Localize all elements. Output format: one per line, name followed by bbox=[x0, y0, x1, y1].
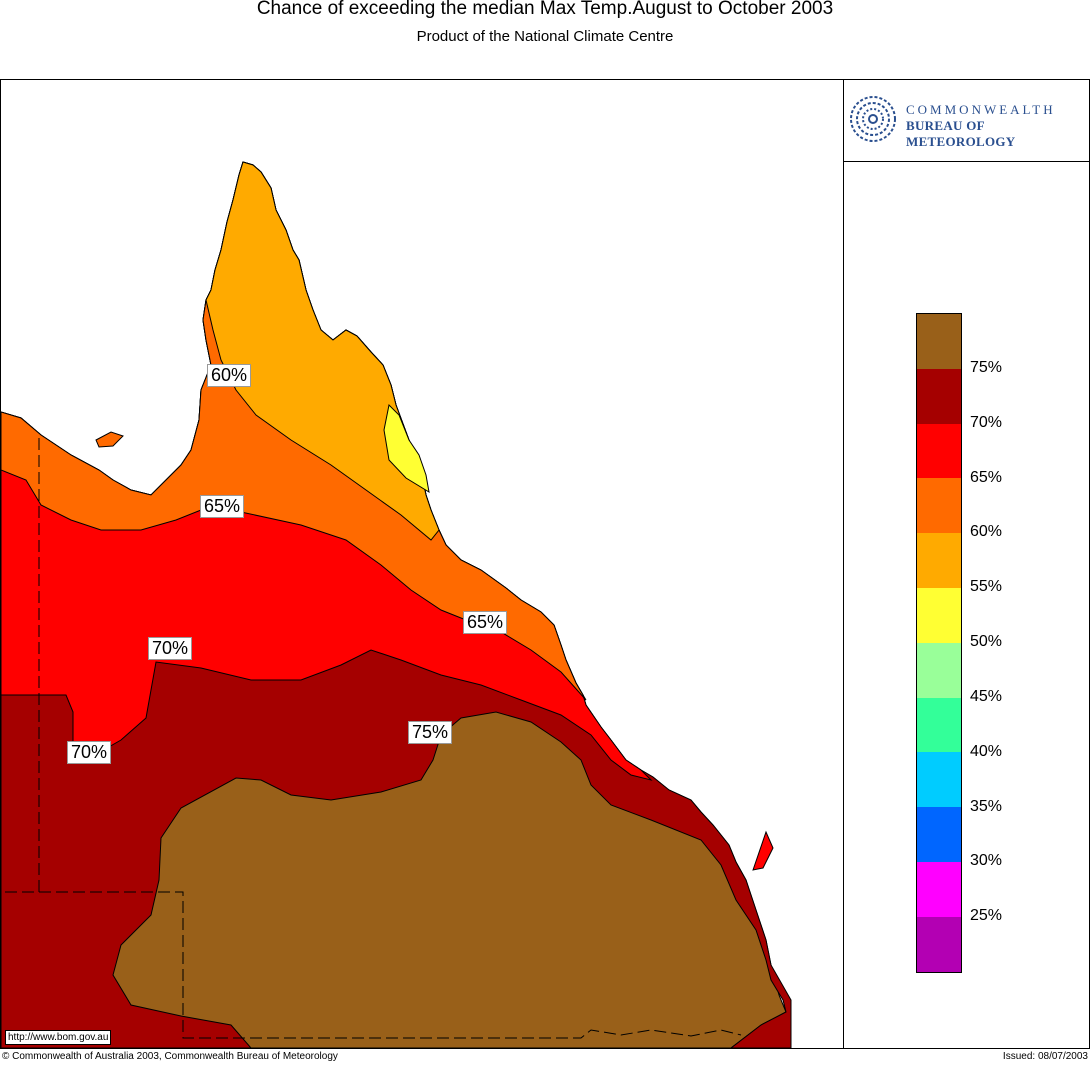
map-label-65-west: 65% bbox=[200, 495, 245, 518]
map-label-65-east: 65% bbox=[463, 611, 508, 634]
bom-swirl-icon bbox=[850, 96, 896, 142]
map-subtitle: Product of the National Climate Centre bbox=[416, 28, 674, 45]
island bbox=[95, 431, 124, 448]
queensland-map bbox=[1, 161, 792, 1048]
legend-panel: COMMONWEALTH BUREAU OF METEOROLOGY 75% 7… bbox=[843, 80, 1090, 1048]
logo-line1: COMMONWEALTH bbox=[906, 102, 1056, 117]
legend-swatch bbox=[917, 478, 961, 534]
map-label-60: 60% bbox=[207, 364, 252, 387]
map-label-75: 75% bbox=[408, 721, 453, 744]
map-label-70-north: 70% bbox=[148, 637, 193, 660]
legend-swatch bbox=[917, 423, 961, 479]
legend-color-bar bbox=[916, 313, 962, 973]
copyright-text: © Commonwealth of Australia 2003, Common… bbox=[2, 1051, 338, 1062]
legend-label: 60% bbox=[970, 523, 1003, 540]
legend-swatch bbox=[917, 642, 961, 698]
legend-label: 70% bbox=[970, 414, 1003, 431]
legend-label: 30% bbox=[970, 852, 1003, 869]
legend-swatch bbox=[917, 368, 961, 424]
bom-logo: COMMONWEALTH BUREAU OF METEOROLOGY bbox=[844, 80, 1090, 162]
legend-swatch bbox=[917, 916, 961, 972]
url-label: http://www.bom.gov.au bbox=[5, 1030, 112, 1045]
region-50pct bbox=[383, 403, 430, 494]
legend-label: 35% bbox=[970, 798, 1003, 815]
state-border bbox=[1, 438, 742, 1039]
legend-label: 65% bbox=[970, 469, 1003, 486]
legend-swatch bbox=[917, 861, 961, 917]
map-title: Chance of exceeding the median Max Temp.… bbox=[256, 0, 834, 19]
legend-swatch bbox=[917, 314, 961, 369]
logo-line2: BUREAU OF METEOROLOGY bbox=[906, 118, 1016, 149]
legend-swatch bbox=[917, 697, 961, 753]
legend-swatch bbox=[917, 807, 961, 862]
legend-label: 50% bbox=[970, 633, 1003, 650]
map-frame: 60% 65% 65% 70% 70% 75% http://www.bom.g… bbox=[0, 79, 1090, 1049]
legend-label: 40% bbox=[970, 743, 1003, 760]
issued-date: Issued: 08/07/2003 bbox=[1002, 1051, 1088, 1062]
map-label-70-west: 70% bbox=[67, 741, 112, 764]
legend-label: 55% bbox=[970, 578, 1003, 595]
legend-label: 75% bbox=[970, 359, 1003, 376]
island bbox=[752, 830, 774, 871]
legend-label: 45% bbox=[970, 688, 1003, 705]
legend-swatch bbox=[917, 587, 961, 643]
region-55pct bbox=[205, 161, 440, 541]
legend-swatch bbox=[917, 533, 961, 588]
legend-swatch bbox=[917, 752, 961, 808]
legend-label: 25% bbox=[970, 907, 1003, 924]
